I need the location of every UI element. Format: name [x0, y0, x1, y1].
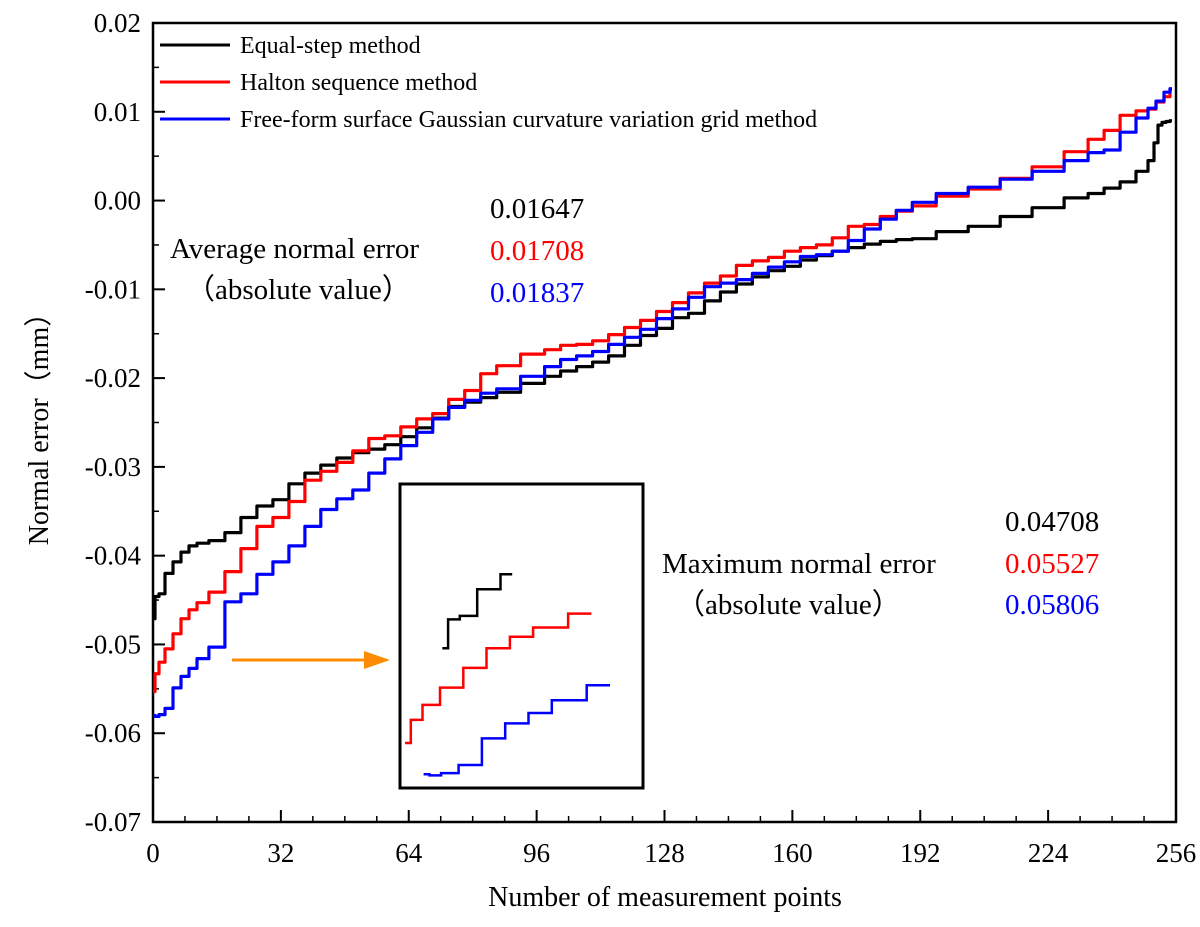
legend: Equal-step method Halton sequence method…: [160, 33, 817, 133]
series-layer: [153, 87, 1172, 718]
y-tick-label: -0.06: [85, 718, 141, 748]
inset-line-gaussian: [423, 683, 610, 777]
series-line-gaussian: [153, 87, 1172, 718]
maximum-error-value-halton: 0.05527: [1005, 548, 1099, 580]
x-axis: 0 32 64 96 128 160 192 224 256: [146, 810, 1196, 868]
y-axis: 0.02 0.01 0.00 -0.01 -0.02 -0.03 -0.04 -0.05 -0.…: [85, 8, 165, 837]
zoom-arrow-head: [364, 651, 390, 669]
maximum-error-label: Maximum normal error: [662, 548, 936, 580]
average-error-label: Average normal error: [170, 233, 419, 265]
y-tick-label: 0.02: [94, 8, 141, 38]
average-error-value-equal-step: 0.01647: [490, 193, 584, 225]
inset-line-halton: [405, 612, 592, 745]
x-tick-label: 128: [644, 838, 685, 868]
inset-layer: [405, 573, 610, 777]
legend-label-equal-step: Equal-step method: [240, 33, 421, 59]
x-tick-label: 256: [1156, 838, 1197, 868]
x-tick-label: 64: [395, 838, 423, 868]
y-tick-label: 0.00: [94, 186, 141, 216]
maximum-error-annotation: Maximum normal error （absolute value） 0.…: [662, 506, 1099, 621]
y-tick-label: 0.01: [94, 97, 141, 127]
x-tick-label: 160: [772, 838, 813, 868]
y-tick-label: -0.01: [85, 274, 141, 304]
legend-label-halton: Halton sequence method: [240, 70, 477, 96]
y-tick-label: -0.03: [85, 452, 141, 482]
x-tick-label: 192: [900, 838, 941, 868]
average-error-value-halton: 0.01708: [490, 235, 584, 267]
x-tick-label: 224: [1028, 838, 1069, 868]
average-error-annotation: Average normal error （absolute value） 0.…: [170, 193, 584, 309]
y-axis-title: Normal error（mm）: [23, 299, 55, 546]
y-tick-label: -0.04: [85, 541, 142, 571]
average-error-value-gaussian: 0.01837: [490, 277, 584, 309]
average-error-sublabel: （absolute value）: [186, 274, 411, 306]
maximum-error-sublabel: （absolute value）: [676, 589, 901, 621]
legend-label-gaussian: Free-form surface Gaussian curvature var…: [240, 107, 817, 133]
plot-frame: [151, 21, 1178, 824]
maximum-error-value-equal-step: 0.04708: [1005, 506, 1099, 538]
zoom-arrow: [232, 651, 390, 669]
y-tick-label: -0.07: [85, 807, 141, 837]
x-axis-title: Number of measurement points: [488, 882, 842, 913]
x-tick-label: 32: [267, 838, 294, 868]
y-tick-label: -0.05: [85, 629, 141, 659]
x-tick-label: 96: [523, 838, 550, 868]
series-line-equal-step: [153, 119, 1172, 621]
series-line-halton: [153, 88, 1172, 694]
maximum-error-value-gaussian: 0.05806: [1005, 589, 1099, 621]
x-tick-label: 0: [146, 838, 160, 868]
inset-line-equal-step: [442, 573, 513, 650]
y-tick-label: -0.02: [85, 363, 141, 393]
